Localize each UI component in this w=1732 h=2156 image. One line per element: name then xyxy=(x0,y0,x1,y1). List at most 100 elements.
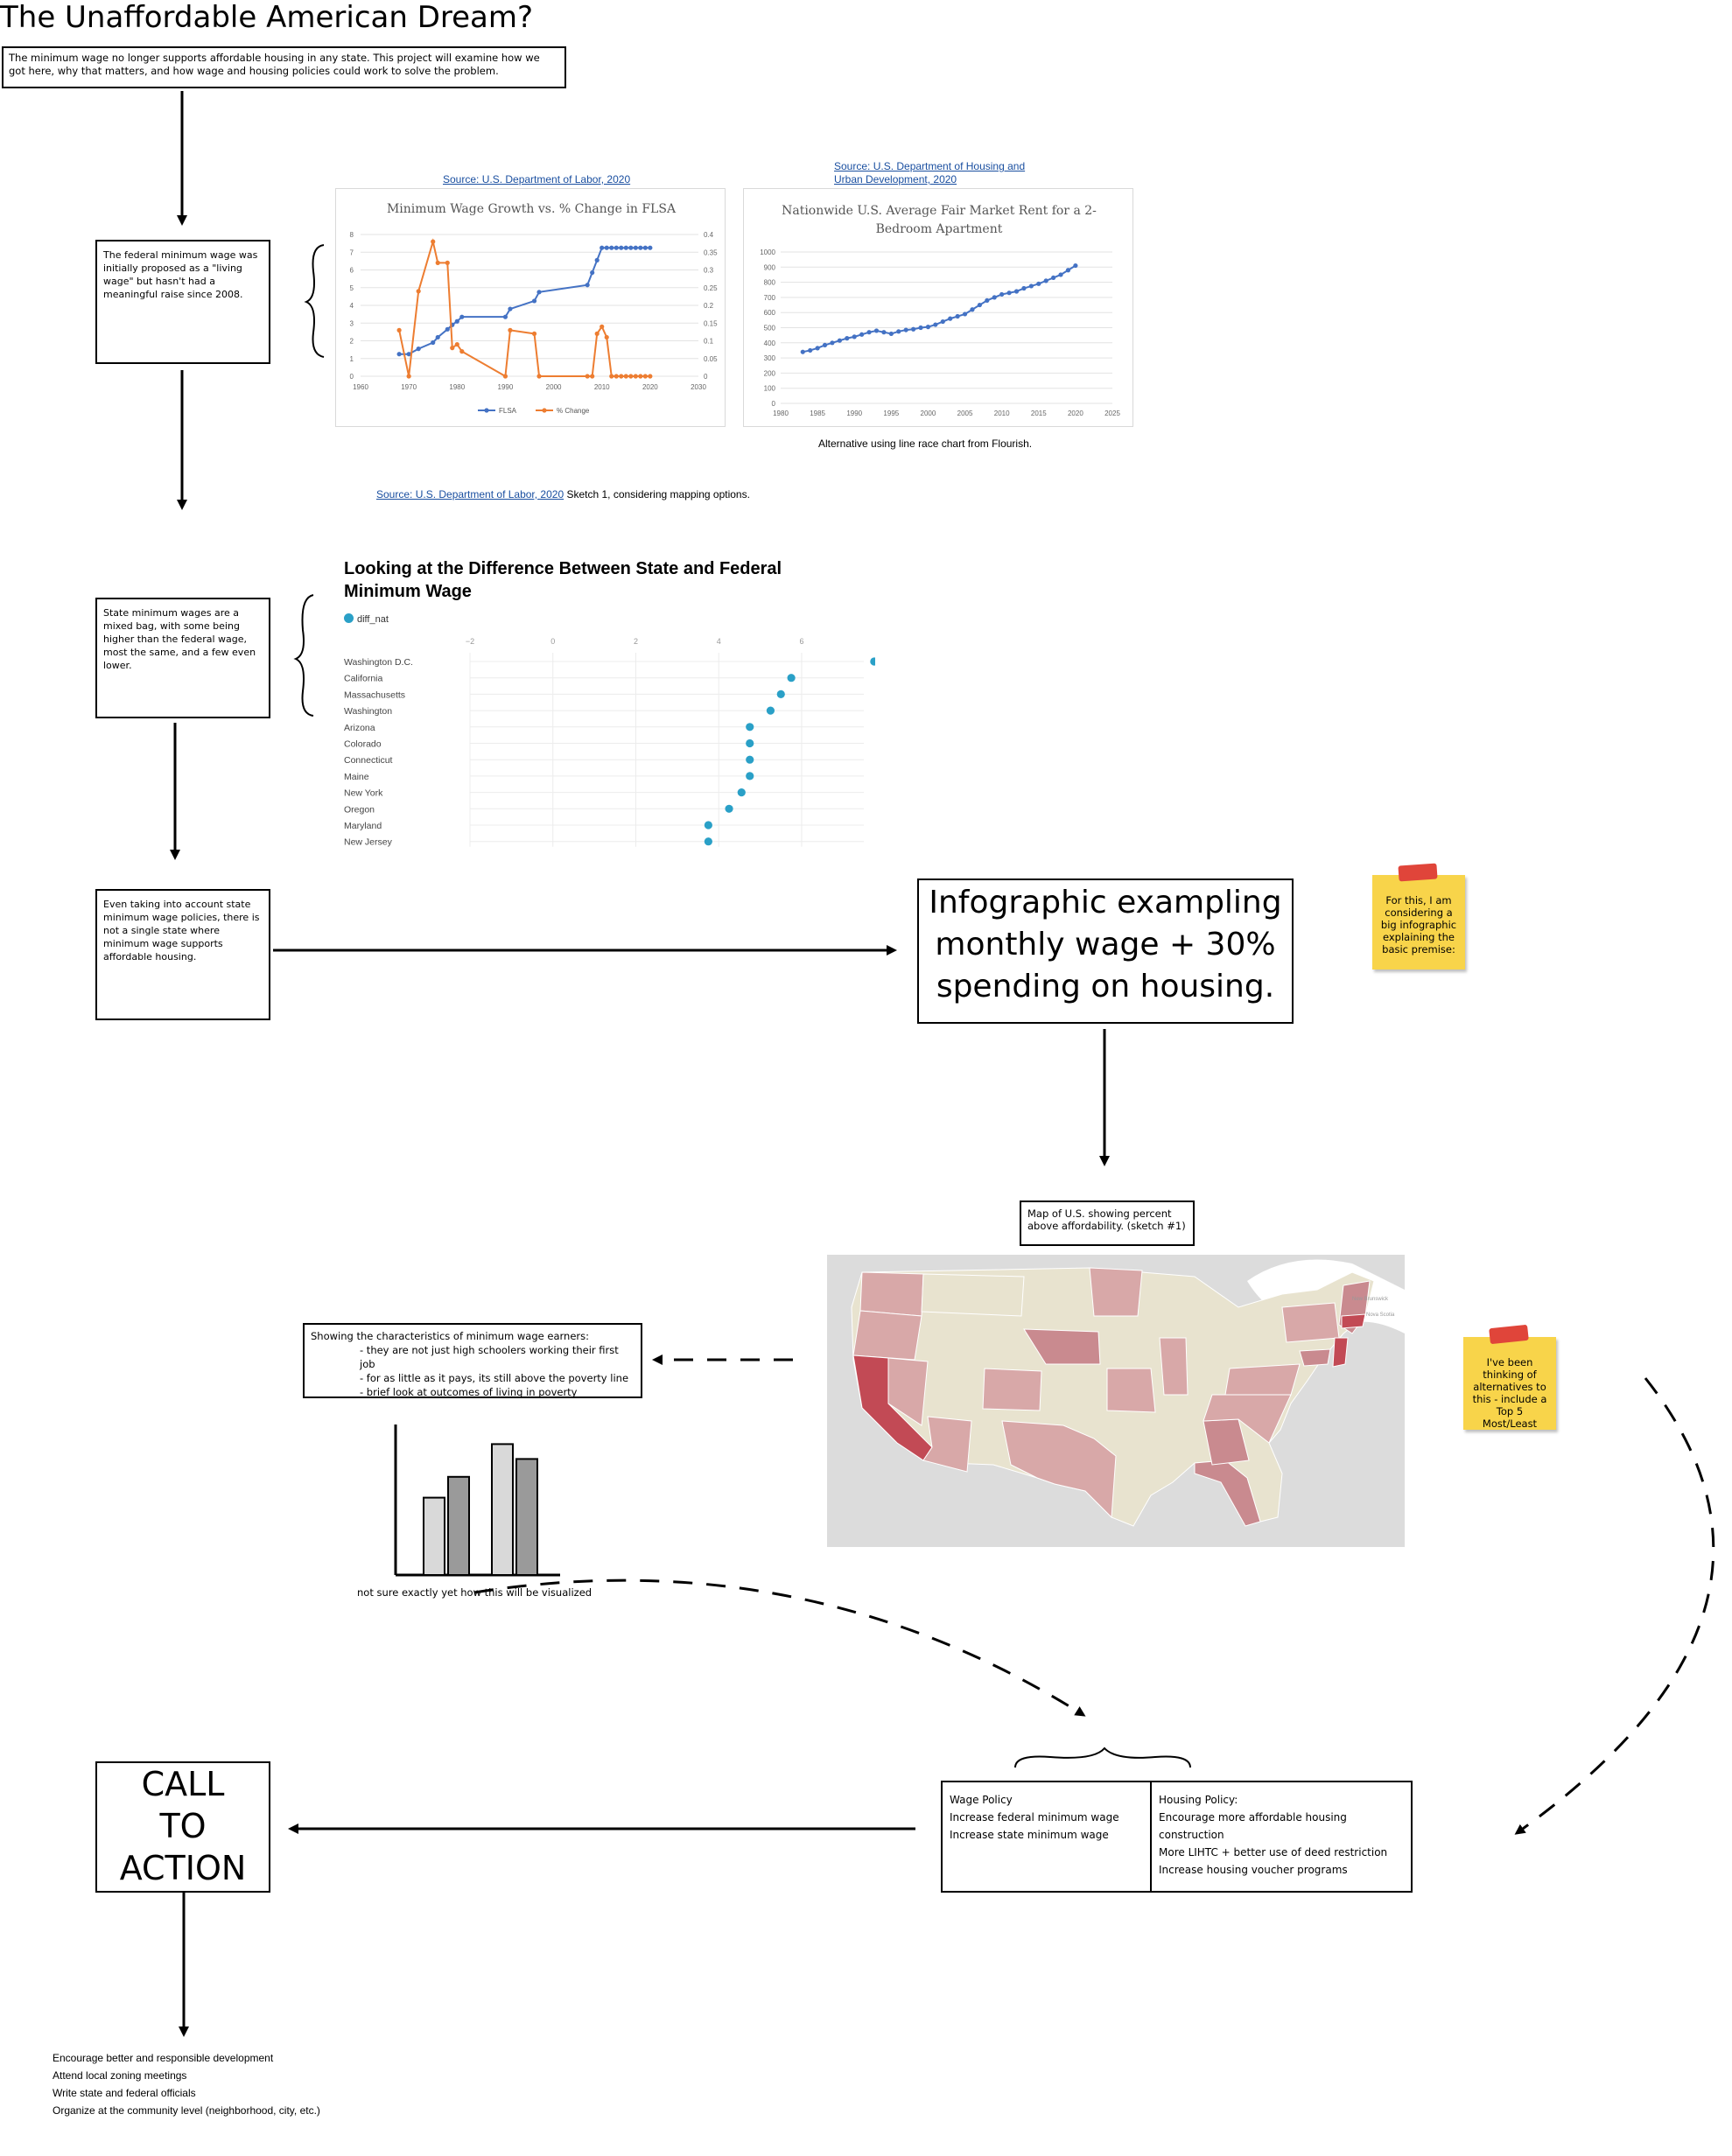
characteristics-box: Showing the characteristics of minimum w… xyxy=(303,1323,642,1398)
y-tick-label: 7 xyxy=(350,248,354,256)
data-point xyxy=(628,245,634,250)
y2-tick-label: 0.4 xyxy=(704,231,714,239)
source-labor-link[interactable]: Source: U.S. Department of Labor, 2020 xyxy=(443,173,631,186)
data-point xyxy=(911,326,916,332)
x-tick-label: 2010 xyxy=(994,410,1010,417)
x-tick-label: 1970 xyxy=(401,383,417,391)
chart-rent-svg: 0 100 200 300 400 500 600 700 800 900 1000 1980 1985… xyxy=(760,248,1120,417)
map-label-nova-scotia: Nova Scotia xyxy=(1366,1312,1395,1318)
brace-policy xyxy=(1014,1746,1191,1768)
data-point xyxy=(459,314,465,319)
y-tick-label: 2 xyxy=(350,338,354,346)
data-point xyxy=(619,245,624,250)
action-item: Attend local zoning meetings xyxy=(53,2069,187,2082)
data-dot xyxy=(737,788,746,797)
map-label-new-brunswick: New Brunswick xyxy=(1352,1297,1389,1302)
map-state-arizona xyxy=(922,1416,972,1473)
data-point xyxy=(594,331,600,336)
y-tick-label: 500 xyxy=(764,325,776,332)
data-point xyxy=(633,374,638,379)
data-dot xyxy=(746,723,754,732)
category-label: New York xyxy=(344,788,383,799)
data-point xyxy=(508,306,513,312)
wage-policy-box: Wage Policy Increase federal minimum wag… xyxy=(941,1781,1155,1893)
map-state-montana xyxy=(921,1273,1025,1317)
y2-tick-label: 0.15 xyxy=(704,319,718,327)
data-point xyxy=(859,332,865,337)
x-tick-label: 2020 xyxy=(642,383,658,391)
wage-policy-item: Increase state minimum wage xyxy=(950,1829,1109,1841)
category-label: Colorado xyxy=(344,739,382,750)
x-tick-label: 1995 xyxy=(883,410,899,417)
characteristics-item: - they are not just high schoolers worki… xyxy=(360,1344,619,1370)
federal-wage-box: The federal minimum wage was initially p… xyxy=(95,240,270,364)
data-point xyxy=(815,346,820,351)
map-state-oregon xyxy=(852,1310,922,1361)
x-tick-label: 2030 xyxy=(691,383,706,391)
data-point xyxy=(1065,268,1071,273)
series-line xyxy=(803,264,1076,354)
characteristics-heading: Showing the characteristics of minimum w… xyxy=(311,1330,589,1342)
y-tick-label: 700 xyxy=(764,294,776,302)
category-label: Washington D.C. xyxy=(344,657,413,668)
x-tick-label: 2010 xyxy=(594,383,610,391)
map-state-newjersey xyxy=(1332,1337,1349,1368)
data-point xyxy=(531,298,537,304)
x-tick-label: 2025 xyxy=(1104,410,1120,417)
data-point xyxy=(1006,290,1012,296)
sticky-note-infographic: For this, I am considering a big infogra… xyxy=(1372,875,1465,970)
map-state-washington xyxy=(859,1271,924,1317)
characteristics-item: - for as little as it pays, its still ab… xyxy=(360,1372,629,1384)
legend-marker-icon xyxy=(484,408,489,413)
y2-tick-label: 0.1 xyxy=(704,338,714,346)
data-point xyxy=(536,290,542,295)
data-point xyxy=(1036,281,1041,286)
data-point xyxy=(837,338,842,343)
data-point xyxy=(822,342,828,347)
source-hud-link-line1[interactable]: Source: U.S. Department of Housing and xyxy=(834,160,1026,172)
y-tick-label: 400 xyxy=(764,340,776,347)
y-tick-label: 900 xyxy=(764,263,776,271)
data-point xyxy=(642,245,648,250)
category-label: Washington xyxy=(344,706,392,717)
map-state-texas xyxy=(1001,1420,1117,1519)
bar xyxy=(515,1458,538,1577)
map-state-maryland xyxy=(1299,1348,1331,1367)
data-point xyxy=(648,245,653,250)
data-point xyxy=(1058,272,1063,277)
category-label: New Jersey xyxy=(344,837,393,848)
action-list: Encourage better and responsible develop… xyxy=(53,2049,320,2119)
data-point xyxy=(431,340,436,346)
data-point xyxy=(536,374,542,379)
map-caption-box: Map of U.S. showing percent above afford… xyxy=(1020,1200,1195,1246)
y-tick-label: 1 xyxy=(350,355,354,363)
source-hud-link-line2[interactable]: Urban Development, 2020 xyxy=(834,173,957,186)
data-point xyxy=(830,340,835,346)
x-tick-label: 2000 xyxy=(921,410,936,417)
data-point xyxy=(600,324,605,329)
legend-marker-icon xyxy=(542,408,547,413)
data-point xyxy=(970,307,975,312)
data-dot xyxy=(746,772,754,780)
source-labor-bottom-link[interactable]: Source: U.S. Department of Labor, 2020 xyxy=(376,488,564,500)
data-point xyxy=(435,334,440,340)
data-dot xyxy=(746,738,754,748)
data-point xyxy=(648,374,653,379)
data-point xyxy=(614,245,619,250)
bar xyxy=(447,1475,470,1576)
x-tick-label: 2015 xyxy=(1031,410,1047,417)
state-wage-box: State minimum wages are a mixed bag, wit… xyxy=(95,598,270,718)
y2-tick-label: 0.05 xyxy=(704,355,718,363)
y2-tick-label: 0.2 xyxy=(704,302,714,310)
data-point xyxy=(940,318,945,325)
data-point xyxy=(614,374,619,379)
data-point xyxy=(888,331,894,337)
data-point xyxy=(881,330,887,335)
legend-label: % Change xyxy=(557,407,590,415)
data-dot xyxy=(746,755,754,764)
data-point xyxy=(642,374,648,379)
category-label: Maine xyxy=(344,772,369,782)
data-point xyxy=(633,245,638,250)
data-point xyxy=(590,270,595,276)
data-point xyxy=(808,347,813,354)
